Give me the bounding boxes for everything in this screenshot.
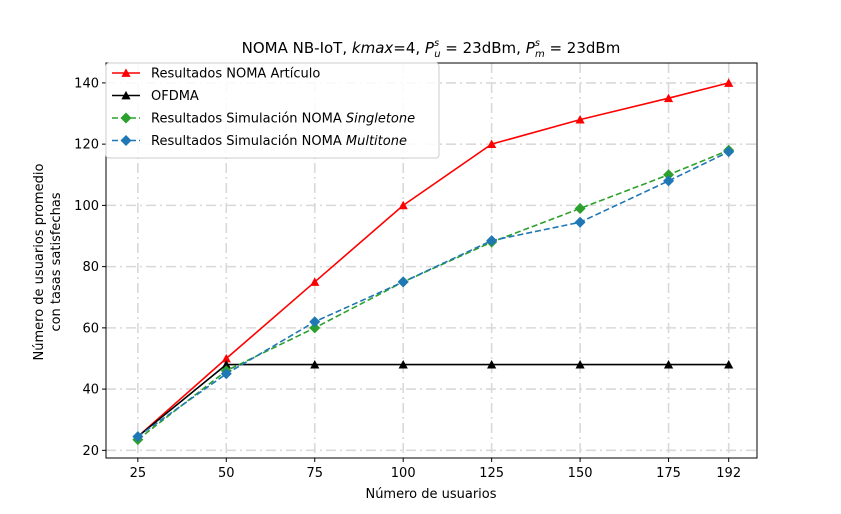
series-layer bbox=[132, 78, 735, 446]
legend-item: OFDMA bbox=[112, 89, 199, 104]
data-point bbox=[663, 360, 674, 369]
y-tick-label: 20 bbox=[82, 444, 99, 459]
series-line bbox=[137, 151, 730, 438]
data-point bbox=[574, 216, 586, 228]
legend-item: Resultados Simulación NOMA Multitone bbox=[112, 134, 407, 149]
data-point bbox=[132, 431, 144, 443]
x-tick-label: 125 bbox=[479, 466, 504, 481]
data-point bbox=[487, 139, 497, 149]
series-line bbox=[137, 149, 729, 441]
legend-marker bbox=[121, 68, 131, 77]
data-point bbox=[310, 277, 320, 286]
data-point bbox=[221, 360, 231, 369]
legend-item: Resultados NOMA Artículo bbox=[112, 67, 320, 82]
data-point bbox=[575, 115, 585, 124]
data-point bbox=[663, 175, 675, 187]
legend-marker bbox=[120, 112, 132, 124]
y-axis-label-line1: Número de usuarios promedio bbox=[32, 163, 47, 360]
legend-label: Resultados Simulación NOMA Singletone bbox=[151, 112, 415, 127]
data-point bbox=[663, 169, 675, 181]
x-tick-label: 50 bbox=[218, 466, 235, 481]
legend-marker bbox=[121, 90, 131, 100]
x-tick-label: 100 bbox=[391, 466, 416, 481]
legend-label: Resultados NOMA Artículo bbox=[151, 67, 320, 82]
data-point bbox=[221, 353, 231, 363]
series-3 bbox=[132, 146, 735, 443]
series-2 bbox=[132, 144, 735, 446]
legend-box bbox=[105, 62, 440, 159]
legend: Resultados NOMA Artículo OFDMA Resultados … bbox=[105, 62, 440, 159]
x-tick-label: 192 bbox=[716, 466, 741, 481]
data-point bbox=[398, 200, 408, 210]
y-tick-label: 100 bbox=[74, 199, 99, 214]
legend-item: Resultados Simulación NOMA Singletone bbox=[112, 112, 415, 127]
x-tick-label: 25 bbox=[130, 466, 147, 481]
data-point bbox=[723, 146, 735, 158]
x-axis-label: Número de usuarios bbox=[365, 487, 496, 502]
y-tick-label: 140 bbox=[74, 76, 99, 91]
data-point bbox=[309, 322, 321, 334]
data-point bbox=[220, 368, 232, 380]
data-point bbox=[309, 316, 321, 328]
y-tick-label: 60 bbox=[82, 321, 99, 336]
data-point bbox=[486, 235, 498, 247]
x-tick-label: 75 bbox=[306, 466, 323, 481]
data-point bbox=[397, 276, 409, 288]
data-point bbox=[663, 93, 674, 103]
data-point bbox=[575, 360, 585, 369]
series-line bbox=[137, 82, 729, 438]
legend-label: Resultados Simulación NOMA Multitone bbox=[151, 134, 407, 149]
data-point bbox=[724, 78, 734, 87]
x-tick-label: 175 bbox=[656, 466, 681, 481]
legend-marker bbox=[120, 135, 132, 146]
legend-label: OFDMA bbox=[151, 89, 199, 104]
data-point bbox=[724, 360, 734, 369]
data-point bbox=[398, 360, 408, 369]
y-tick-label: 120 bbox=[74, 138, 99, 153]
data-point bbox=[487, 360, 497, 369]
y-tick-label: 40 bbox=[82, 383, 99, 398]
x-tick-label: 150 bbox=[568, 466, 593, 481]
ticks: 25 50 75 100 125 150 175 192 20 40 60 80 100 120 140 bbox=[74, 76, 741, 481]
data-point bbox=[574, 202, 586, 214]
series-line bbox=[137, 363, 729, 438]
data-point bbox=[310, 360, 320, 369]
y-tick-label: 80 bbox=[82, 260, 99, 275]
y-axis-label-line2: con tasas satisfechas bbox=[49, 192, 64, 331]
chart-title: NOMA NB-IoT, kmax=4, Ps u = 23dBm, Ps m = … bbox=[242, 38, 621, 60]
